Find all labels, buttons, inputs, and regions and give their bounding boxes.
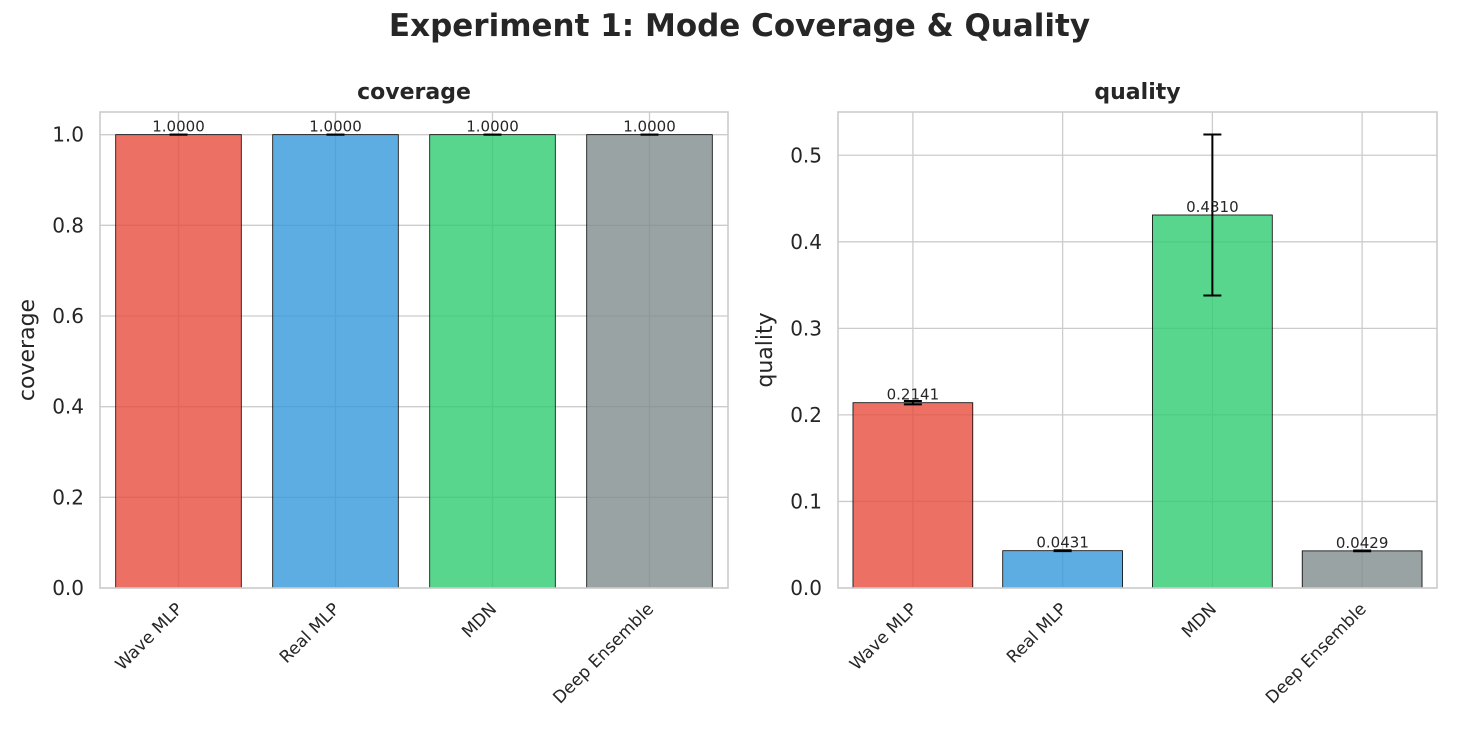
chart-1-data-label: 1.0000 <box>152 118 205 136</box>
chart-1-xtick-label: Wave MLP <box>112 599 187 674</box>
chart-1-xtick-label: MDN <box>458 599 501 642</box>
chart-2-ytick-label: 0.3 <box>790 316 822 340</box>
chart-2-bar-real-mlp <box>1002 550 1123 589</box>
chart-2-title: quality <box>1094 80 1180 105</box>
chart-1-ytick-label: 0.0 <box>52 576 84 600</box>
figure-title: Experiment 1: Mode Coverage & Quality <box>388 8 1091 44</box>
chart-2-ylabel: quality <box>753 312 778 387</box>
chart-1-bar-wave-mlp <box>115 134 242 589</box>
chart-2-xtick-label: Wave MLP <box>846 599 921 674</box>
chart-2-data-label: 0.4310 <box>1186 198 1239 216</box>
chart-1-ytick-label: 0.8 <box>52 213 84 237</box>
chart-1-bar-mdn <box>429 134 556 589</box>
chart-2-xtick-label: Real MLP <box>1003 599 1071 667</box>
chart-1-ytick-label: 0.6 <box>52 304 84 328</box>
chart-2-frame <box>837 111 1438 589</box>
chart-1-bar-deep-ensemble <box>586 134 713 589</box>
chart-1-xtick-label: Deep Ensemble <box>549 599 658 708</box>
chart-1-data-label: 1.0000 <box>309 118 362 136</box>
chart-2-xtick-label: Deep Ensemble <box>1262 599 1371 708</box>
chart-2-bar-deep-ensemble <box>1301 550 1423 589</box>
chart-2-ytick-label: 0.1 <box>790 489 822 513</box>
chart-2-ytick-label: 0.4 <box>790 230 822 254</box>
chart-1-title: coverage <box>357 80 471 105</box>
chart-2-ytick-label: 0.2 <box>790 403 822 427</box>
chart-1-ytick-label: 0.2 <box>52 485 84 509</box>
chart-1-xtick-label: Real MLP <box>276 599 344 667</box>
chart-2-xtick-label: MDN <box>1178 599 1221 642</box>
chart-2-bar-wave-mlp <box>852 402 974 589</box>
chart-1-ytick-label: 1.0 <box>52 123 84 147</box>
chart-2-ytick-label: 0.5 <box>790 143 822 167</box>
chart-2-data-label: 0.2141 <box>887 386 940 404</box>
chart-2-data-label: 0.0429 <box>1336 534 1389 552</box>
chart-2-ytick-label: 0.0 <box>790 576 822 600</box>
chart-1-ytick-label: 0.4 <box>52 395 84 419</box>
chart-1-frame <box>99 111 729 589</box>
chart-1-data-label: 1.0000 <box>466 118 519 136</box>
chart-2-data-label: 0.0431 <box>1036 534 1089 552</box>
chart-1-bar-real-mlp <box>272 134 399 589</box>
chart-1-data-label: 1.0000 <box>623 118 676 136</box>
chart-1-ylabel: coverage <box>15 299 40 401</box>
